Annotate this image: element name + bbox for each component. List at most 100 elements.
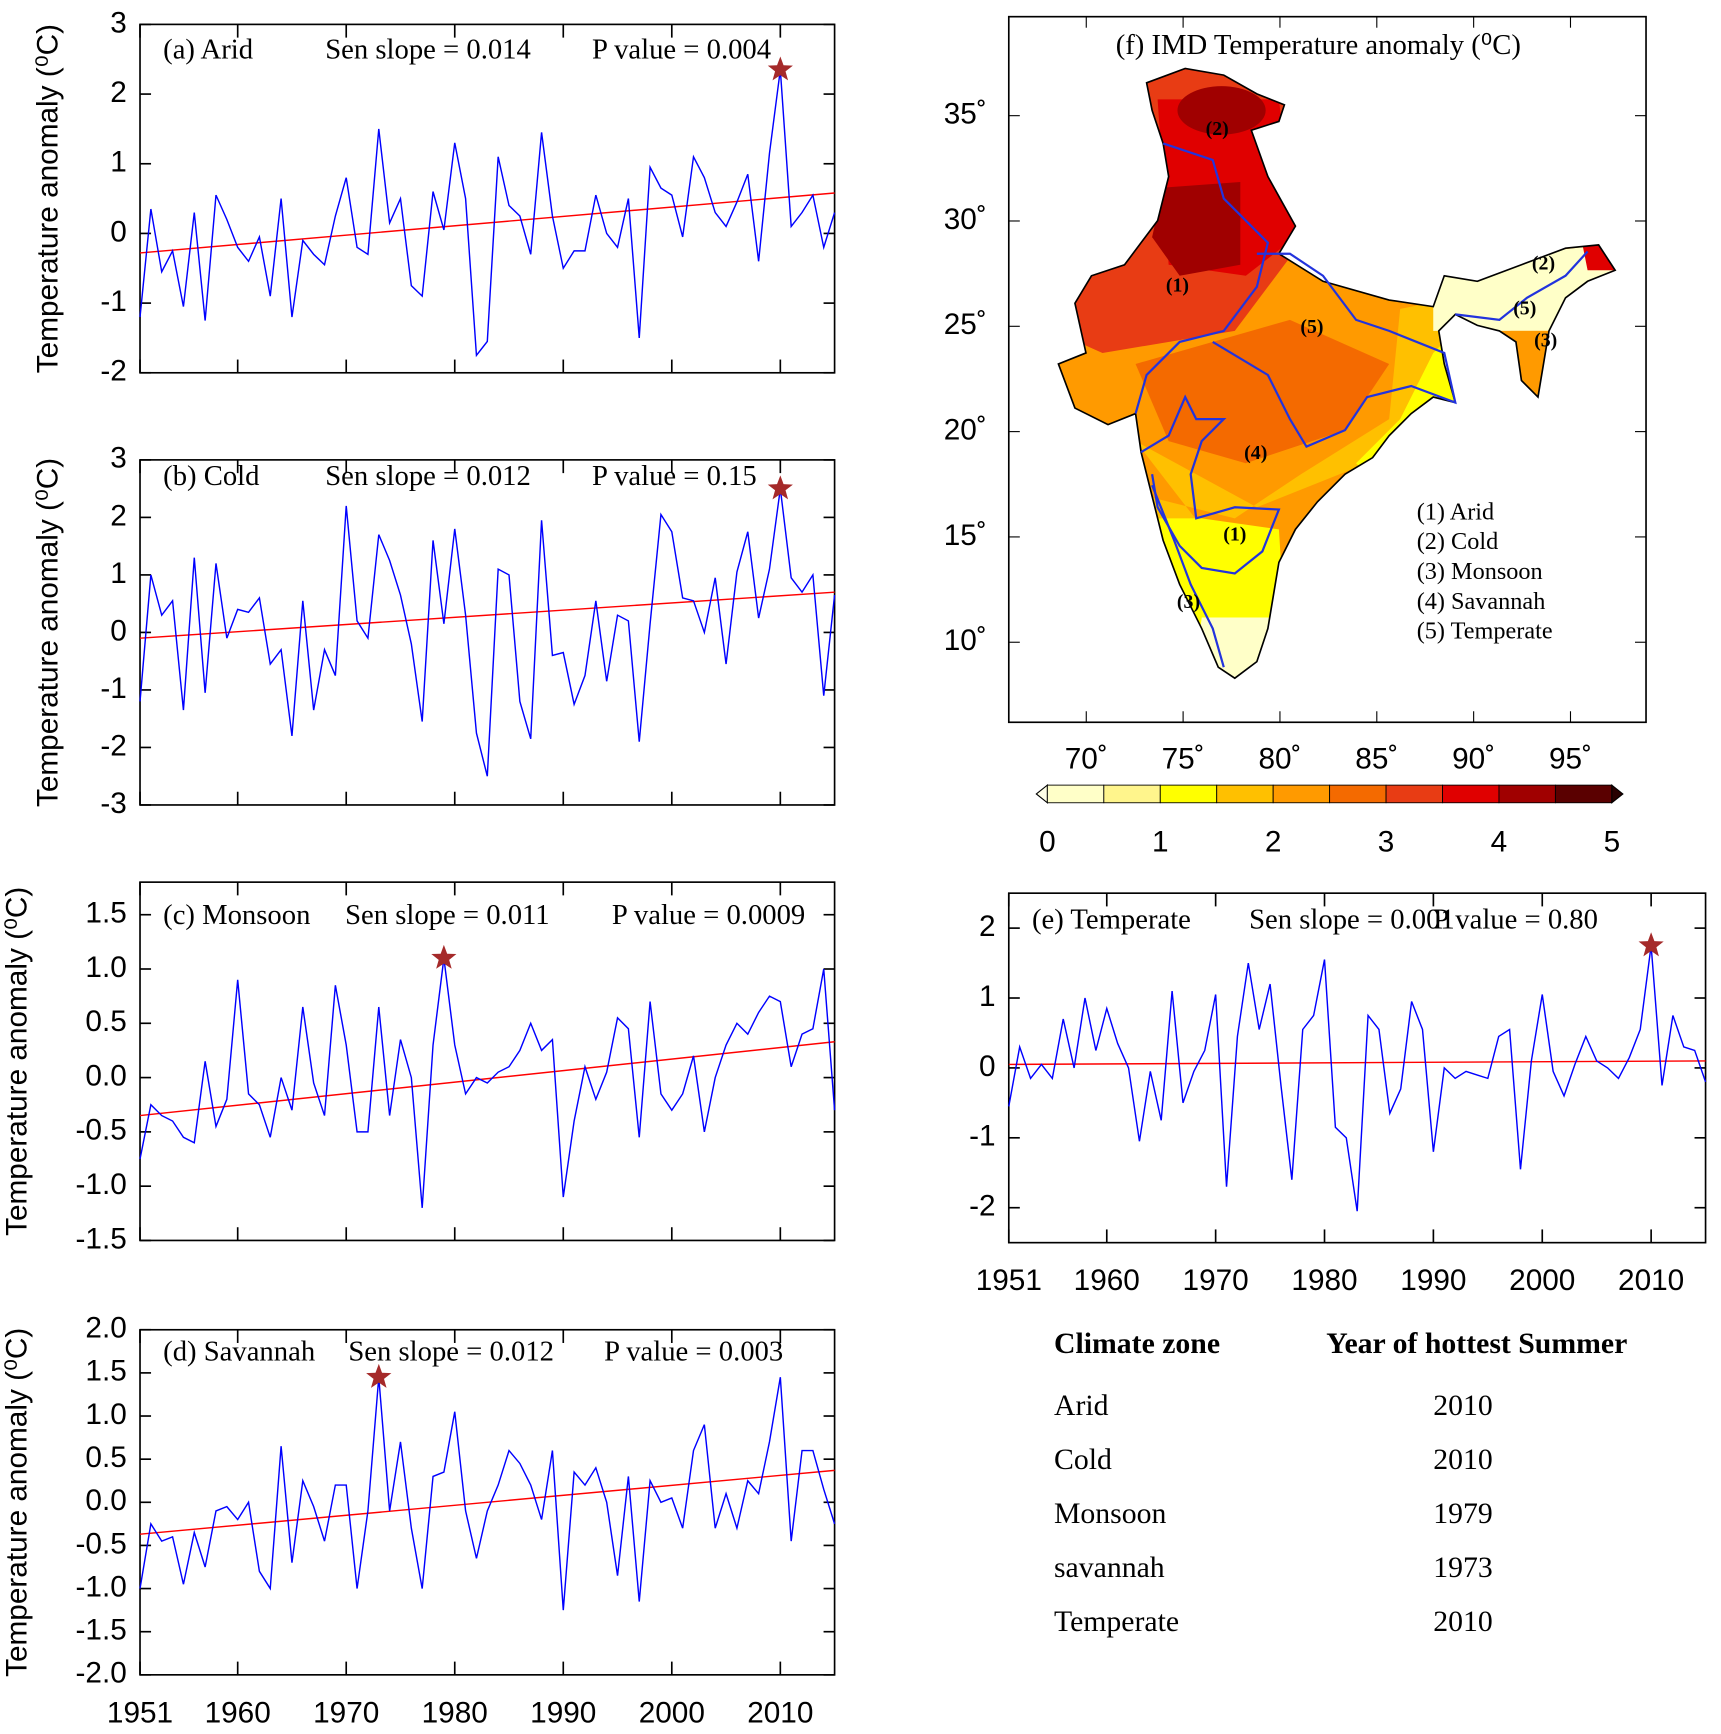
map-region: [1177, 86, 1266, 135]
data-line: [139, 1377, 836, 1611]
annotation: P value = 0.0009: [612, 899, 805, 931]
data-line: [139, 69, 836, 358]
x-tick-label: 1990: [530, 1696, 596, 1729]
y-tick-label: 0: [979, 1050, 996, 1083]
x-tick-label: 1980: [422, 1696, 488, 1729]
lon-tick-label: 90˚: [1452, 743, 1495, 776]
y-tick-label: 2: [110, 499, 127, 532]
region-label: (1): [1166, 274, 1189, 296]
lon-tick-label: 70˚: [1065, 743, 1108, 776]
y-tick-label: 0: [110, 215, 127, 248]
y-axis-label: Temperature anomaly (⁰C): [31, 458, 64, 807]
map-region: [1135, 319, 1390, 464]
y-tick-label: 0.5: [85, 1441, 126, 1474]
table-header: Year of hottest Summer: [1326, 1327, 1627, 1360]
y-tick-label: 1.0: [85, 1398, 126, 1431]
table-cell: savannah: [1054, 1551, 1165, 1584]
hottest-star: [431, 944, 457, 969]
y-tick-label: -2: [969, 1190, 995, 1223]
region-label: (5): [1513, 297, 1536, 319]
x-tick-label: 1990: [1400, 1264, 1466, 1297]
colorbar-tick-label: 4: [1491, 825, 1508, 858]
y-tick-label: 0.5: [85, 1005, 126, 1038]
plot-frame: [1007, 892, 1707, 1244]
panel: -2 -1 0 1 2 3 (a) Arid Sen slope = 0.014 P value…: [31, 6, 836, 388]
region-label: (2): [1532, 252, 1555, 274]
colorbar-bin: [1159, 784, 1218, 804]
colorbar-over: [1611, 783, 1624, 804]
region-label: (1): [1223, 524, 1246, 546]
legend-entry: (2) Cold: [1417, 528, 1499, 555]
region-label: (4): [1244, 442, 1267, 464]
annotation: Sen slope = 0.014: [325, 34, 531, 66]
y-tick-label: -0.5: [76, 1527, 127, 1560]
panel: -1.5 -1.0 -0.5 0.0 0.5 1.0 1.5 (c) Monsoon Sen s…: [1, 881, 836, 1255]
y-tick-label: 3: [110, 6, 127, 39]
map-region: [1190, 617, 1279, 679]
trend-line: [139, 1041, 835, 1117]
panel-title: (d) Savannah: [163, 1336, 315, 1368]
y-tick-label: 2: [979, 910, 996, 943]
table-header: Climate zone: [1054, 1327, 1220, 1360]
panel-title: (c) Monsoon: [163, 899, 310, 931]
colorbar-tick-label: 1: [1152, 825, 1169, 858]
y-tick-label: -2.0: [76, 1657, 127, 1690]
region-label: (3): [1534, 329, 1557, 351]
lat-tick-label: 25˚: [944, 308, 987, 341]
zone-boundary: [1212, 252, 1457, 449]
colorbar-bin: [1272, 784, 1331, 804]
y-tick-label: -1.0: [76, 1570, 127, 1603]
y-axis-label: Temperature anomaly (⁰C): [31, 24, 64, 373]
colorbar-tick-label: 2: [1265, 825, 1282, 858]
table-cell: 1973: [1433, 1551, 1493, 1584]
map-frame: [1007, 15, 1647, 724]
y-tick-label: 1.0: [85, 951, 126, 984]
annotation: Sen slope = 0.001: [1249, 903, 1455, 935]
x-tick-label: 1951: [107, 1696, 173, 1729]
annotation: P value = 0.004: [592, 34, 771, 66]
legend-entry: (4) Savannah: [1417, 588, 1546, 615]
hottest-star: [767, 475, 793, 500]
lon-tick-label: 75˚: [1162, 743, 1205, 776]
y-tick-label: 1: [110, 557, 127, 590]
panel: -2 -1 0 1 2 1951 1960 1970 1980 1990 2000 2010 (e) T…: [969, 892, 1707, 1297]
y-tick-label: 1: [979, 980, 996, 1013]
legend-entry: (5) Temperate: [1417, 618, 1553, 645]
y-tick-label: -2: [100, 355, 126, 388]
data-line: [1008, 945, 1707, 1212]
colorbar-tick-label: 3: [1378, 825, 1395, 858]
hottest-star: [767, 56, 793, 81]
panel-title: (b) Cold: [163, 460, 259, 492]
colorbar-tick-label: 5: [1604, 825, 1621, 858]
y-tick-label: -1: [969, 1120, 995, 1153]
panel-title: (e) Temperate: [1032, 903, 1191, 935]
x-tick-label: 1960: [1074, 1264, 1140, 1297]
lon-tick-label: 95˚: [1549, 743, 1592, 776]
y-tick-label: 1.5: [85, 897, 126, 930]
lat-tick-label: 35˚: [944, 98, 987, 131]
y-axis-label: Temperature anomaly (⁰C): [1, 887, 34, 1236]
x-tick-label: 2000: [639, 1696, 705, 1729]
table-cell: Temperate: [1054, 1605, 1179, 1638]
lat-tick-label: 20˚: [944, 413, 987, 446]
trend-line: [139, 591, 835, 639]
colorbar-bin: [1385, 784, 1443, 804]
x-tick-label: 1980: [1291, 1264, 1357, 1297]
map-region: [1152, 182, 1241, 276]
y-tick-label: -1: [100, 285, 126, 318]
y-tick-label: 2.0: [85, 1312, 126, 1345]
table-cell: Cold: [1054, 1443, 1112, 1476]
panel: -3 -2 -1 0 1 2 3 (b) Cold Sen slope = 0.012 P val…: [31, 442, 836, 820]
lat-tick-label: 10˚: [944, 624, 987, 657]
zone-boundaries: [1134, 142, 1589, 668]
panel-title: (a) Arid: [163, 34, 253, 66]
lat-tick-label: 30˚: [944, 203, 987, 236]
y-tick-label: 1.5: [85, 1355, 126, 1388]
map: (f) IMD Temperature anomaly (⁰C) 70˚ 75˚ 8…: [944, 15, 1647, 858]
map-title: (f) IMD Temperature anomaly (⁰C): [1116, 29, 1521, 61]
colorbar-bin: [1498, 784, 1556, 804]
colorbar-bin: [1554, 784, 1613, 804]
zone-boundary: [1455, 250, 1589, 322]
y-axis-label: Temperature anomaly (⁰C): [1, 1328, 34, 1677]
